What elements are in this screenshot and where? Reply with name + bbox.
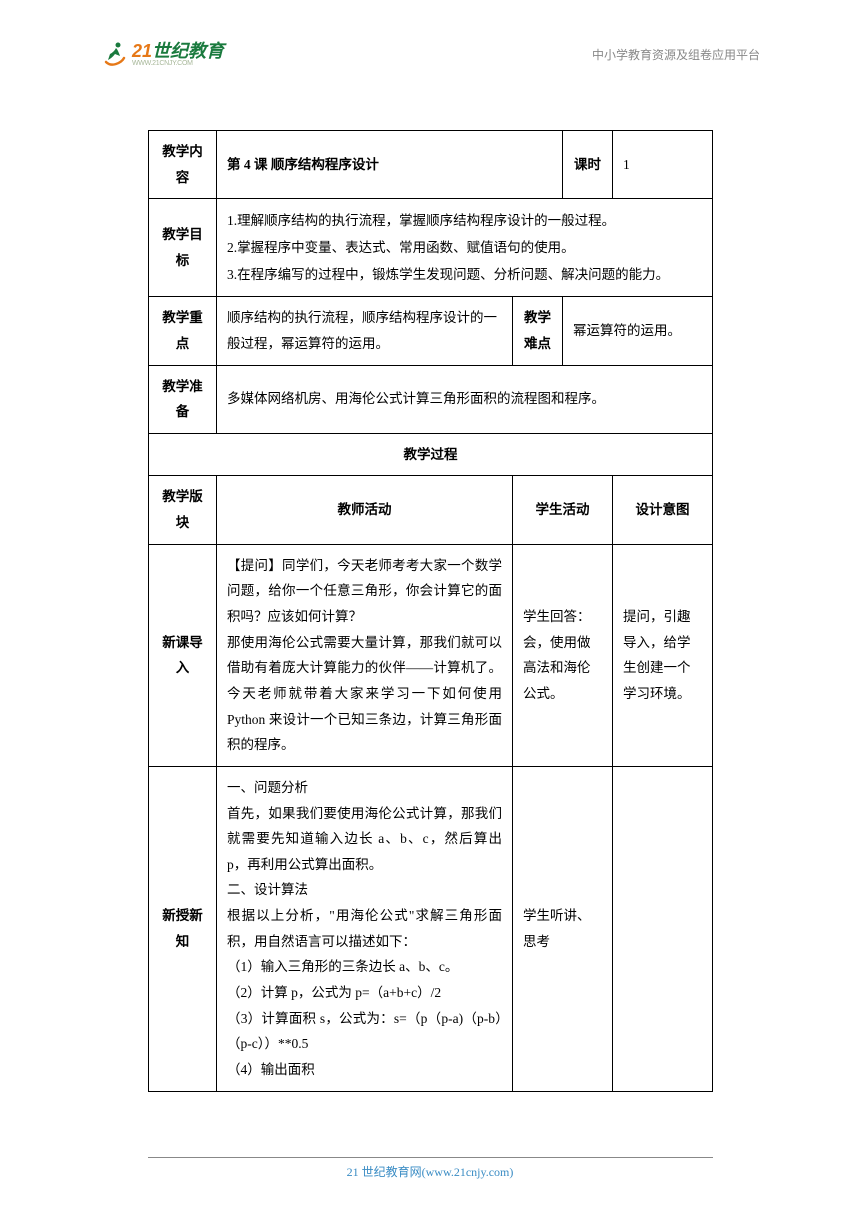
section-intro-intent: 提问，引趣导入，给学生创建一个学习环境。 <box>613 544 713 766</box>
col-intent: 设计意图 <box>613 476 713 544</box>
logo-text: 21世纪教育 WWW.21CNJY.COM <box>132 42 224 67</box>
page-header: 21世纪教育 WWW.21CNJY.COM 中小学教育资源及组卷应用平台 <box>100 40 760 68</box>
lesson-title: 第 4 课 顺序结构程序设计 <box>217 131 563 199</box>
col-student: 学生活动 <box>513 476 613 544</box>
footer-text: 21 世纪教育网(www.21cnjy.com) <box>0 1163 860 1180</box>
table-row: 新授新知 一、问题分析 首先，如果我们要使用海伦公式计算，那我们就需要先知道输入… <box>149 766 713 1091</box>
col-teacher: 教师活动 <box>217 476 513 544</box>
table-row: 教学准备 多媒体网络机房、用海伦公式计算三角形面积的流程图和程序。 <box>149 365 713 433</box>
table-row: 教学目标 1.理解顺序结构的执行流程，掌握顺序结构程序设计的一般过程。 2.掌握… <box>149 199 713 297</box>
section-new-title: 新授新知 <box>149 766 217 1091</box>
process-header: 教学过程 <box>149 433 713 476</box>
section-intro-title: 新课导入 <box>149 544 217 766</box>
table-row: 教学内容 第 4 课 顺序结构程序设计 课时 1 <box>149 131 713 199</box>
logo-runner-icon <box>100 40 128 68</box>
table-row: 教学过程 <box>149 433 713 476</box>
footer-divider <box>148 1157 713 1158</box>
label-preparation: 教学准备 <box>149 365 217 433</box>
table-row: 教学版块 教师活动 学生活动 设计意图 <box>149 476 713 544</box>
label-content: 教学内容 <box>149 131 217 199</box>
lesson-plan-table: 教学内容 第 4 课 顺序结构程序设计 课时 1 教学目标 1.理解顺序结构的执… <box>148 130 713 1092</box>
difficulty-content: 幂运算符的运用。 <box>563 297 713 365</box>
table-row: 新课导入 【提问】同学们，今天老师考考大家一个数学问题，给你一个任意三角形，你会… <box>149 544 713 766</box>
label-period: 课时 <box>563 131 613 199</box>
header-platform-text: 中小学教育资源及组卷应用平台 <box>592 46 760 63</box>
logo-url: WWW.21CNJY.COM <box>132 60 224 67</box>
section-intro-student: 学生回答：会，使用做高法和海伦公式。 <box>513 544 613 766</box>
section-new-intent <box>613 766 713 1091</box>
preparation-content: 多媒体网络机房、用海伦公式计算三角形面积的流程图和程序。 <box>217 365 713 433</box>
col-section: 教学版块 <box>149 476 217 544</box>
label-objectives: 教学目标 <box>149 199 217 297</box>
period-value: 1 <box>613 131 713 199</box>
logo: 21世纪教育 WWW.21CNJY.COM <box>100 40 224 68</box>
label-keypoint: 教学重点 <box>149 297 217 365</box>
logo-main-text: 21世纪教育 <box>132 42 224 60</box>
keypoint-content: 顺序结构的执行流程，顺序结构程序设计的一般过程，幂运算符的运用。 <box>217 297 513 365</box>
section-new-teacher: 一、问题分析 首先，如果我们要使用海伦公式计算，那我们就需要先知道输入边长 a、… <box>217 766 513 1091</box>
section-new-student: 学生听讲、思考 <box>513 766 613 1091</box>
label-difficulty: 教学难点 <box>513 297 563 365</box>
section-intro-teacher: 【提问】同学们，今天老师考考大家一个数学问题，给你一个任意三角形，你会计算它的面… <box>217 544 513 766</box>
objectives-content: 1.理解顺序结构的执行流程，掌握顺序结构程序设计的一般过程。 2.掌握程序中变量… <box>217 199 713 297</box>
table-row: 教学重点 顺序结构的执行流程，顺序结构程序设计的一般过程，幂运算符的运用。 教学… <box>149 297 713 365</box>
